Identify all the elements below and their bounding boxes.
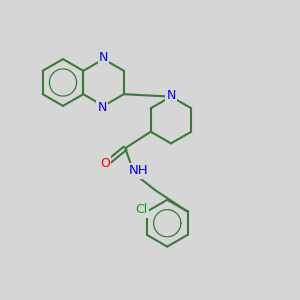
Text: N: N <box>99 51 108 64</box>
Text: N: N <box>97 101 107 114</box>
Text: NH: NH <box>129 164 148 177</box>
Text: Cl: Cl <box>135 203 148 217</box>
Text: O: O <box>100 157 110 170</box>
Text: N: N <box>166 88 176 102</box>
